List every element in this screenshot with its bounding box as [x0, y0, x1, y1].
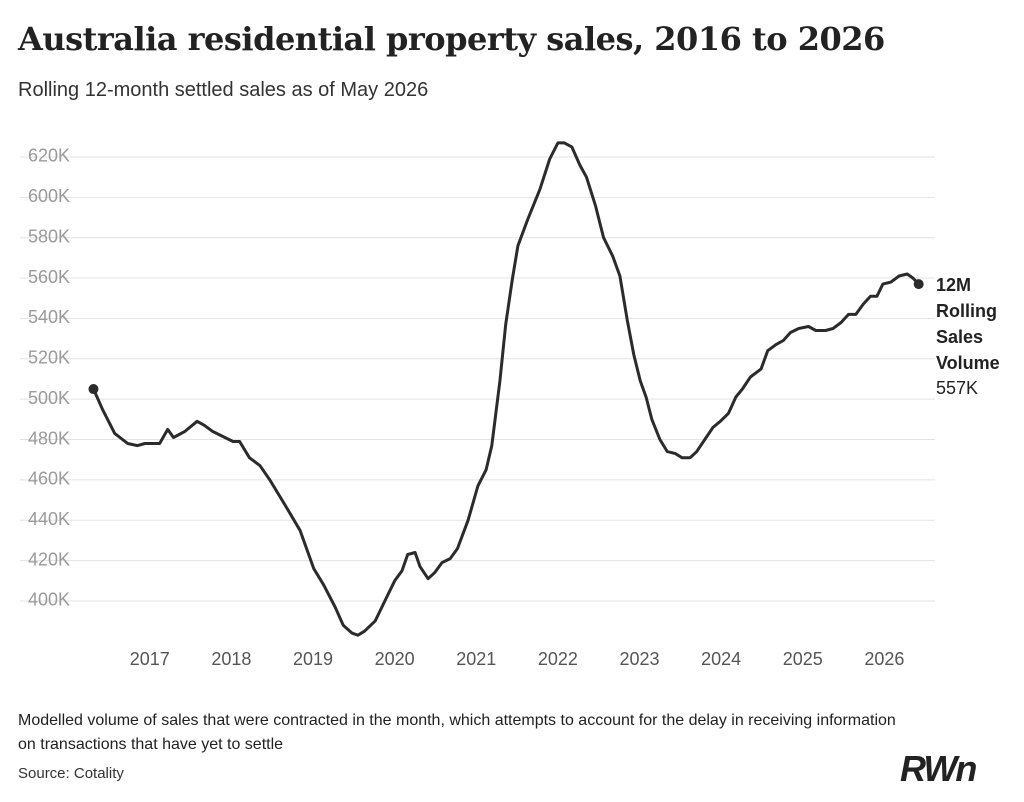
y-tick-label: 480K: [28, 428, 70, 448]
series-line: [92, 141, 920, 637]
y-tick-label: 420K: [28, 549, 70, 569]
end-dot: [88, 384, 99, 395]
y-tick-label: 460K: [28, 469, 70, 489]
footnote: Modelled volume of sales that were contr…: [18, 712, 896, 753]
y-tick-label: 520K: [28, 348, 70, 368]
end-dot: [913, 279, 924, 290]
logo: RWn: [900, 748, 977, 789]
series-label: 12M Rolling Sales Volume: [936, 275, 1000, 373]
y-tick-label: 400K: [28, 590, 70, 610]
x-tick-label: 2022: [538, 649, 578, 669]
x-tick-label: 2017: [130, 649, 170, 669]
x-tick-label: 2021: [456, 649, 496, 669]
x-tick-label: 2023: [619, 649, 659, 669]
y-tick-label: 560K: [28, 267, 70, 287]
source: Source: Cotality: [18, 765, 124, 782]
y-tick-label: 600K: [28, 186, 70, 206]
y-tick-label: 580K: [28, 226, 70, 246]
end-value-label: 557K: [936, 378, 979, 398]
y-tick-label: 440K: [28, 509, 70, 529]
y-tick-label: 540K: [28, 307, 70, 327]
chart-title: Australia residential property sales, 20…: [18, 20, 885, 58]
x-tick-label: 2024: [701, 649, 741, 669]
chart-subtitle: Rolling 12-month settled sales as of May…: [18, 79, 429, 101]
x-tick-label: 2025: [783, 649, 823, 669]
x-tick-label: 2020: [375, 649, 415, 669]
y-tick-label: 500K: [28, 388, 70, 408]
y-tick-label: 620K: [28, 146, 70, 166]
x-tick-label: 2018: [211, 649, 251, 669]
x-tick-label: 2019: [293, 649, 333, 669]
x-tick-label: 2026: [864, 649, 904, 669]
